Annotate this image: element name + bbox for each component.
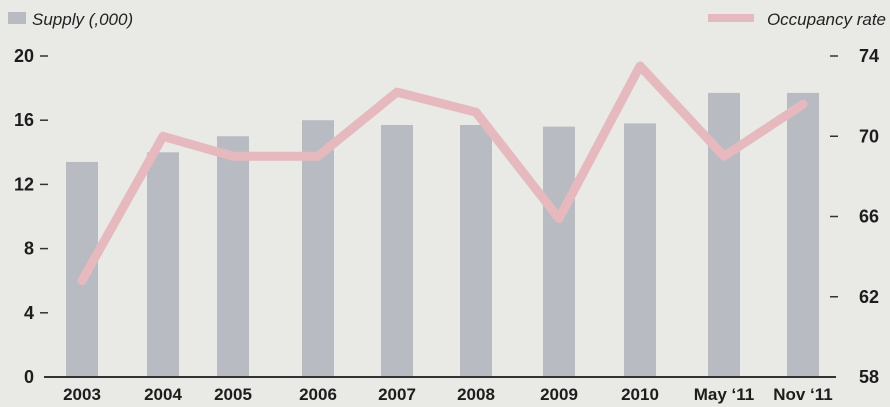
supply-bar xyxy=(381,125,413,377)
occupancy-point xyxy=(802,103,804,105)
left-tick-label: 12 xyxy=(14,174,34,194)
x-axis: 2003 2004 2005 2006 2007 2008 2009 2010 May ‘11 N… xyxy=(44,376,836,404)
x-tick-label: 2005 xyxy=(214,385,252,404)
occupancy-point xyxy=(558,218,560,219)
supply-bar xyxy=(217,136,249,377)
left-axis: 0 4 8 12 16 20 xyxy=(14,46,48,387)
occupancy-point xyxy=(475,111,477,113)
left-tick-label: 0 xyxy=(24,367,34,387)
legend-swatch-supply xyxy=(8,12,26,24)
x-tick-label: 2003 xyxy=(63,385,101,404)
x-tick-label: May ‘11 xyxy=(694,385,755,404)
occupancy-point xyxy=(317,155,319,157)
occupancy-point xyxy=(723,155,725,157)
right-tick-label: 74 xyxy=(859,46,879,66)
x-tick-label: 2006 xyxy=(299,385,337,404)
supply-bar xyxy=(624,123,656,377)
occupancy-point xyxy=(232,155,234,157)
left-tick-label: 16 xyxy=(14,110,34,130)
supply-bar xyxy=(460,125,492,377)
legend-swatch-occupancy xyxy=(708,14,754,22)
supply-bar xyxy=(147,152,179,377)
supply-bar xyxy=(787,92,819,377)
x-tick-label: 2009 xyxy=(540,385,578,404)
left-tick-label: 8 xyxy=(24,239,34,259)
x-tick-label: 2007 xyxy=(378,385,416,404)
occupancy-point xyxy=(639,65,641,67)
right-tick-label: 70 xyxy=(859,126,879,146)
supply-bar xyxy=(543,126,575,378)
occupancy-point xyxy=(81,280,83,282)
x-tick-label: 2004 xyxy=(144,385,182,404)
legend-label-supply: Supply (,000) xyxy=(32,10,133,29)
left-tick-label: 4 xyxy=(24,303,34,323)
left-tick-label: 20 xyxy=(14,46,34,66)
x-tick-label: 2008 xyxy=(457,385,495,404)
legend: Supply (,000) Occupancy rate xyxy=(8,10,886,29)
occupancy-line xyxy=(77,61,808,286)
right-tick-label: 58 xyxy=(859,367,879,387)
occupancy-point xyxy=(162,135,164,137)
x-tick-label: 2010 xyxy=(621,385,659,404)
supply-bar xyxy=(302,120,334,377)
legend-label-occupancy: Occupancy rate xyxy=(767,10,886,29)
x-tick-label: Nov ‘11 xyxy=(773,385,833,404)
occupancy-rate-line xyxy=(77,61,808,286)
right-axis: 58 62 66 70 74 xyxy=(830,46,879,387)
right-tick-label: 66 xyxy=(859,207,879,227)
supply-bar xyxy=(708,92,740,377)
occupancy-point xyxy=(396,91,398,93)
right-tick-label: 62 xyxy=(859,287,879,307)
bars xyxy=(66,92,819,378)
